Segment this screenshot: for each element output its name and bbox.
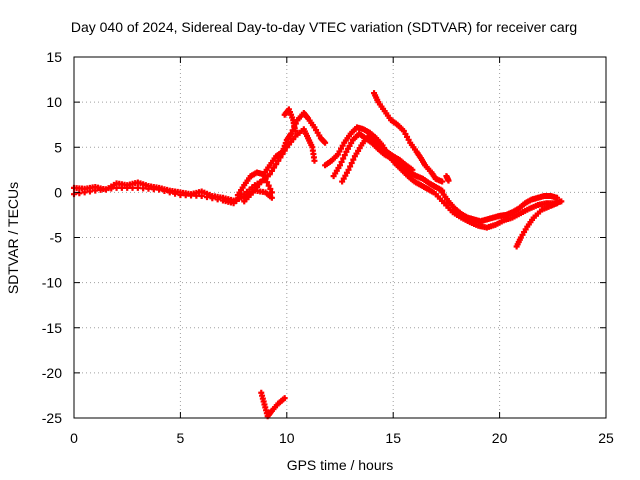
data-point [209, 195, 216, 202]
data-point [150, 186, 157, 193]
data-point [113, 184, 120, 191]
data-point [182, 192, 189, 199]
data-point [124, 184, 131, 191]
data-point [292, 128, 299, 135]
data-point [198, 192, 205, 199]
series-upper-arc [371, 90, 446, 185]
data-point [311, 157, 318, 164]
data-point [267, 185, 274, 192]
series-mid-tracks-c [339, 133, 416, 185]
data-point [214, 196, 221, 203]
x-tick-label: 25 [598, 430, 614, 446]
data-point [264, 179, 271, 186]
data-point [134, 184, 141, 191]
grid [74, 57, 606, 418]
data-point [439, 178, 446, 185]
data-point [193, 192, 200, 199]
data-point [348, 160, 355, 167]
series-dot-17 [443, 173, 452, 184]
y-tick-label: -25 [42, 410, 62, 426]
data-point [108, 185, 115, 192]
data-point [337, 162, 343, 169]
data-point [92, 187, 99, 194]
y-tick-label: 15 [46, 49, 62, 65]
data-point [166, 189, 173, 196]
data-point [271, 164, 278, 171]
data-point [145, 185, 152, 192]
data-point [338, 158, 345, 165]
data-point [275, 157, 282, 164]
y-tick-label: -20 [42, 365, 62, 381]
data-point [445, 177, 452, 184]
data-point [347, 163, 354, 170]
y-tick-label: 5 [54, 139, 62, 155]
y-tick-label: -15 [42, 320, 62, 336]
data-point [76, 190, 83, 197]
x-tick-label: 0 [70, 430, 78, 446]
series-outlier-v [258, 389, 288, 420]
y-tick-label: -10 [42, 275, 62, 291]
data-point [86, 188, 93, 195]
data-point [140, 185, 147, 192]
x-axis-label: GPS time / hours [287, 457, 394, 473]
data-point [188, 192, 195, 199]
data-point [268, 194, 275, 201]
data-point [268, 167, 275, 174]
y-tick-label: -5 [50, 230, 63, 246]
data-point [341, 152, 348, 159]
y-tick-label: 0 [54, 184, 62, 200]
data-point [277, 154, 284, 161]
data-point [558, 198, 565, 205]
data-point [156, 186, 163, 193]
series-rise-arc-b [241, 126, 318, 205]
data-point [340, 155, 347, 162]
data-point [172, 190, 179, 197]
data-point [273, 161, 280, 168]
data-point [350, 156, 357, 163]
data-point [265, 182, 272, 189]
series-spike-10 [281, 106, 299, 135]
data-point [345, 166, 352, 173]
data-point [322, 139, 329, 146]
y-tick-label: 10 [46, 94, 62, 110]
data-point [266, 171, 273, 178]
data-point [177, 192, 184, 199]
x-tick-label: 5 [177, 430, 185, 446]
y-axis-label: SDTVAR / TECUs [5, 182, 21, 294]
chart-title: Day 040 of 2024, Sidereal Day-to-day VTE… [71, 19, 577, 35]
x-tick-label: 20 [492, 430, 508, 446]
data-point [279, 151, 286, 158]
x-tick-label: 15 [385, 430, 401, 446]
data-point [118, 184, 125, 191]
data-point [281, 395, 288, 402]
data-point [409, 166, 416, 173]
data-point [268, 189, 275, 196]
data-point [161, 188, 168, 195]
data-point [288, 130, 295, 137]
data-point [129, 184, 136, 191]
data-point [97, 186, 104, 193]
x-tick-label: 10 [279, 430, 295, 446]
data-point [554, 200, 561, 207]
data-point [102, 186, 109, 193]
axis-ticks: 0 5 10 15 20 25 -25 -20 -15 -10 -5 0 5 10 15 [42, 49, 614, 446]
data-points [71, 90, 565, 420]
data-point [281, 147, 288, 154]
series-late-hook [513, 200, 561, 250]
data-point [204, 194, 210, 201]
data-point [81, 189, 88, 196]
